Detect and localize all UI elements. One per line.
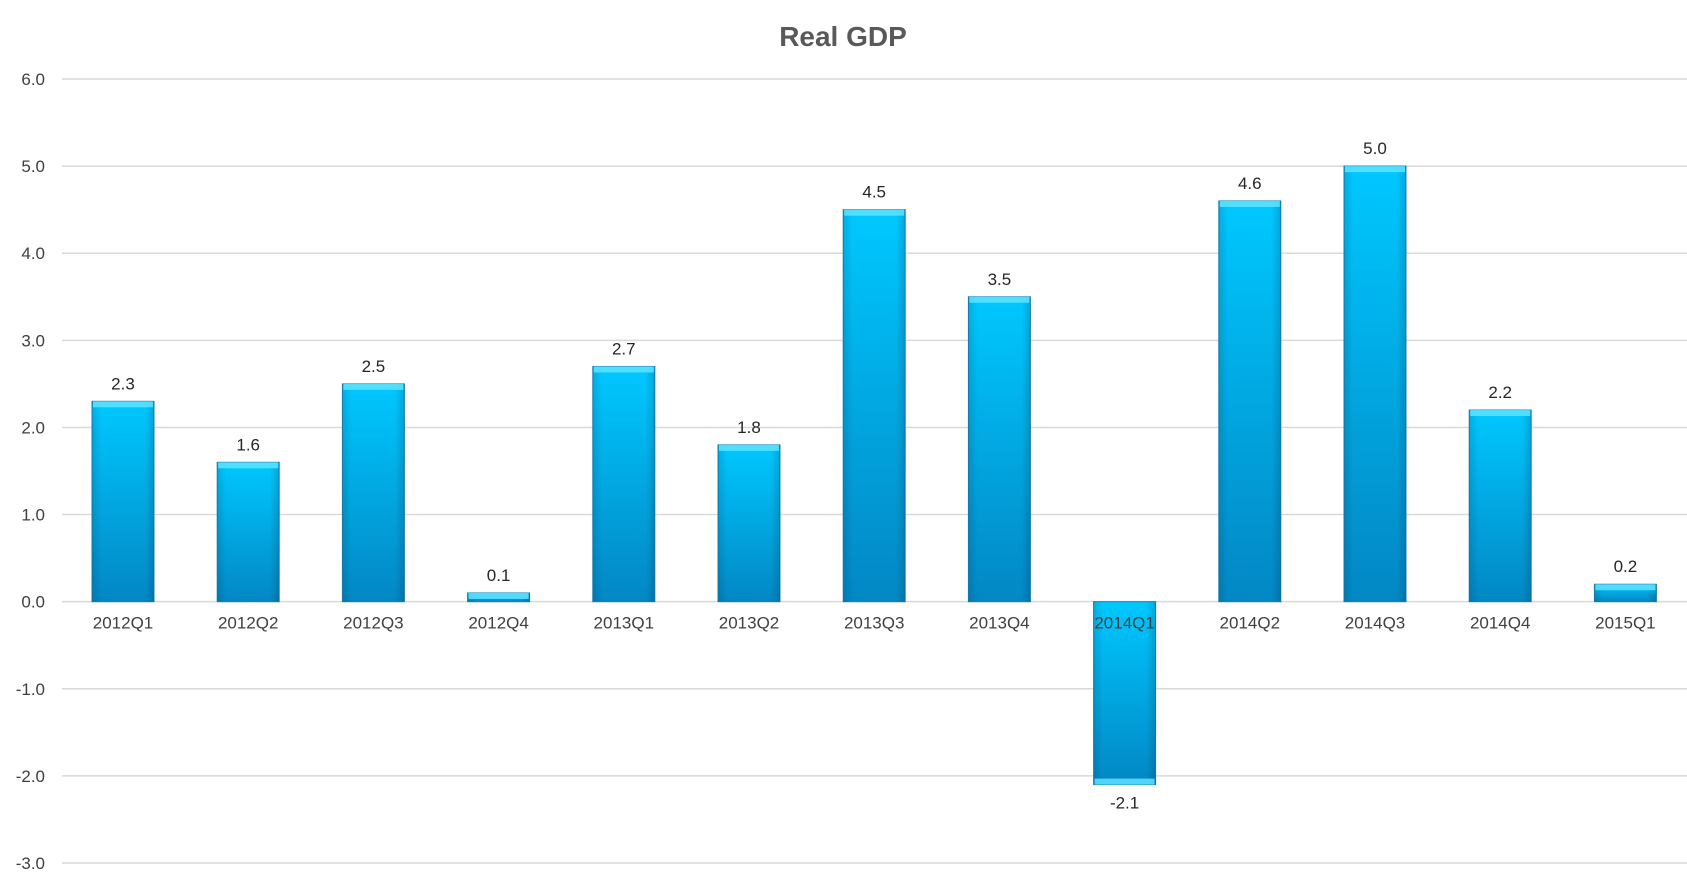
x-axis: 2012Q1 2012Q2 2012Q3 2012Q4 2013Q1 2013Q2 2013… bbox=[93, 614, 1656, 633]
x-tick-label: 2013Q2 bbox=[719, 614, 780, 633]
y-tick-label: -3.0 bbox=[16, 854, 45, 873]
bar-cap bbox=[1094, 778, 1155, 785]
bar-shade bbox=[1469, 410, 1532, 602]
y-tick-label: 1.0 bbox=[21, 506, 45, 525]
data-label: 0.2 bbox=[1614, 557, 1638, 576]
bar-cap bbox=[218, 462, 279, 469]
bar-shade bbox=[843, 209, 906, 602]
x-tick-label: 2014Q1 bbox=[1094, 614, 1155, 633]
x-tick-label: 2013Q4 bbox=[969, 614, 1030, 633]
data-label: 4.6 bbox=[1238, 174, 1262, 193]
bar-shade bbox=[968, 296, 1031, 602]
data-label: 2.2 bbox=[1488, 383, 1512, 402]
x-tick-label: 2012Q3 bbox=[343, 614, 404, 633]
bar-2015Q1 bbox=[1593, 583, 1657, 603]
bar-cap bbox=[719, 444, 779, 451]
x-tick-label: 2012Q2 bbox=[218, 614, 279, 633]
data-label: 2.5 bbox=[362, 357, 386, 376]
bar-2014Q3 bbox=[1343, 165, 1407, 603]
bar-cap bbox=[844, 209, 905, 216]
y-tick-label: 4.0 bbox=[21, 244, 45, 263]
bar-shade bbox=[92, 401, 154, 602]
x-tick-label: 2015Q1 bbox=[1595, 614, 1656, 633]
y-tick-label: 5.0 bbox=[21, 157, 45, 176]
bar-2014Q1 bbox=[1093, 601, 1157, 786]
y-tick-label: -2.0 bbox=[16, 767, 45, 786]
bar-2013Q3 bbox=[842, 209, 906, 603]
bar-shade bbox=[217, 462, 280, 602]
y-tick-label: 2.0 bbox=[21, 418, 45, 437]
bar-2013Q1 bbox=[592, 365, 656, 603]
x-tick-label: 2012Q1 bbox=[93, 614, 154, 633]
data-label: 2.7 bbox=[612, 339, 636, 358]
data-label: 5.0 bbox=[1363, 139, 1387, 158]
data-label: 0.1 bbox=[487, 566, 511, 585]
bar-2013Q2 bbox=[717, 444, 781, 603]
x-tick-label: 2013Q1 bbox=[594, 614, 655, 633]
data-label: 3.5 bbox=[988, 270, 1012, 289]
bar-shade bbox=[592, 366, 655, 602]
x-tick-label: 2014Q2 bbox=[1220, 614, 1281, 633]
y-tick-label: 6.0 bbox=[21, 70, 45, 89]
y-tick-label: 3.0 bbox=[21, 331, 45, 350]
bar-2012Q4 bbox=[467, 592, 531, 603]
chart-title: Real GDP bbox=[779, 21, 907, 52]
x-tick-label: 2014Q3 bbox=[1345, 614, 1406, 633]
y-axis: 6.0 5.0 4.0 3.0 2.0 1.0 0.0 -1.0 -2.0 -3.0 bbox=[16, 70, 45, 873]
data-label: 1.6 bbox=[236, 435, 260, 454]
bar-2012Q2 bbox=[216, 461, 280, 603]
bar-2014Q4 bbox=[1468, 409, 1532, 603]
data-label: -2.1 bbox=[1110, 794, 1139, 813]
bar-cap bbox=[1219, 200, 1280, 207]
y-tick-label: -1.0 bbox=[16, 680, 45, 699]
bar-cap bbox=[593, 366, 654, 373]
bar-shade bbox=[1218, 200, 1281, 602]
data-label: 4.5 bbox=[862, 183, 886, 202]
y-tick-label: 0.0 bbox=[21, 593, 45, 612]
bar-shade bbox=[1344, 166, 1406, 602]
bar-2012Q3 bbox=[341, 383, 405, 603]
bar-cap bbox=[1345, 166, 1405, 173]
bar-cap bbox=[969, 296, 1030, 303]
x-tick-label: 2013Q3 bbox=[844, 614, 905, 633]
data-label: 2.3 bbox=[111, 374, 135, 393]
bar-cap bbox=[343, 383, 404, 390]
bar-2014Q2 bbox=[1218, 200, 1282, 603]
bars bbox=[91, 165, 1657, 786]
bar-shade bbox=[1093, 601, 1156, 785]
bar-shade bbox=[342, 383, 405, 602]
bar-cap bbox=[1470, 410, 1531, 417]
x-tick-label: 2014Q4 bbox=[1470, 614, 1531, 633]
data-labels: 2.3 1.6 2.5 0.1 2.7 1.8 4.5 3.5 -2.1 4.6 5.0 2.2 0.2 bbox=[111, 139, 1637, 812]
bar-cap bbox=[468, 592, 529, 599]
bar-2013Q4 bbox=[967, 296, 1031, 603]
bar-cap bbox=[1595, 584, 1656, 591]
bar-2012Q1 bbox=[91, 400, 155, 603]
bar-shade bbox=[718, 444, 780, 602]
bar-cap bbox=[93, 401, 153, 408]
data-label: 1.8 bbox=[737, 418, 761, 437]
x-tick-label: 2012Q4 bbox=[468, 614, 529, 633]
